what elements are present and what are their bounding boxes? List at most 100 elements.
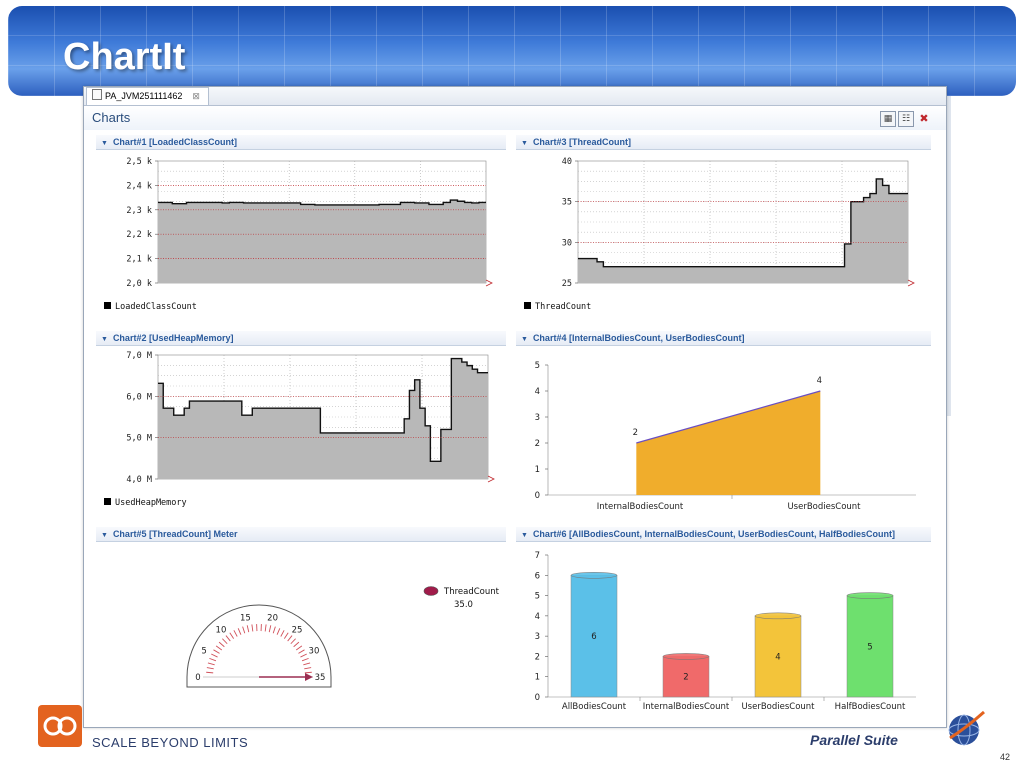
gauge-minor-tick [272, 626, 276, 634]
x-tick-label: UserBodiesCount [741, 702, 815, 712]
chart-3-header[interactable]: ▼ Chart#3 [ThreadCount] [516, 135, 931, 150]
collapse-triangle-icon[interactable]: ▼ [521, 532, 528, 539]
chart-5: ▼ Chart#5 [ThreadCount] Meter 0 5 10 15 20 25 3… [96, 527, 506, 717]
view-header: Charts ▦ ☷ ✖ [84, 106, 946, 130]
charts-editor-panel: PA_JVM251111462 ⊠ Charts ▦ ☷ ✖ ▼ Chart#1 [… [83, 86, 947, 728]
data-label: 6 [591, 632, 596, 642]
y-tick-label: 6,0 M [126, 392, 152, 402]
layout-grid-button[interactable]: ▦ [880, 111, 896, 127]
file-icon [92, 89, 102, 100]
gauge-minor-tick [246, 625, 250, 633]
gauge-minor-tick [251, 624, 254, 632]
activeeon-logo-icon [43, 716, 77, 736]
legend-label: ThreadCount [535, 302, 591, 312]
series-area [578, 178, 908, 283]
gauge-minor-tick [225, 635, 231, 642]
editor-tab[interactable]: PA_JVM251111462 ⊠ [86, 87, 209, 105]
data-label: 2 [683, 673, 688, 683]
collapse-triangle-icon[interactable]: ▼ [101, 532, 108, 539]
gauge-minor-tick [207, 662, 215, 666]
y-tick-label: 7 [535, 551, 540, 561]
chart-3-title: Chart#3 [ThreadCount] [532, 137, 631, 147]
chart-3: ▼ Chart#3 [ThreadCount] 25 30 35 40 ThreadCou… [516, 135, 931, 323]
collapse-triangle-icon[interactable]: ▼ [101, 140, 108, 147]
gauge-minor-tick [215, 645, 223, 651]
y-tick-label: 25 [562, 279, 572, 289]
gauge-minor-tick [290, 638, 296, 645]
gauge-minor-tick [237, 628, 242, 635]
editor-tab-bar: PA_JVM251111462 ⊠ [84, 87, 946, 106]
x-tick-label: AllBodiesCount [562, 702, 627, 712]
y-tick-label: 4 [535, 387, 540, 397]
y-tick-label: 4,0 M [126, 475, 152, 485]
y-tick-label: 30 [562, 238, 572, 248]
gauge-minor-tick [264, 624, 267, 632]
series-line [578, 178, 908, 268]
series-area [158, 358, 488, 479]
y-tick-label: 2,3 k [126, 206, 152, 216]
slide-title: ChartIt [63, 36, 186, 78]
chart-5-plot: 0 5 10 15 20 25 30 35 ThreadCount 35.0 [186, 586, 500, 688]
remove-chart-button[interactable]: ✖ [919, 112, 929, 125]
chart-4-header[interactable]: ▼ Chart#4 [InternalBodiesCount, UserBodie… [516, 331, 931, 346]
gauge-minor-tick [287, 635, 293, 642]
footer-left-tagline: SCALE BEYOND LIMITS [92, 735, 249, 750]
legend-swatch [104, 498, 111, 505]
gauge-minor-tick [222, 638, 228, 645]
x-tick-label: InternalBodiesCount [597, 502, 684, 512]
globe-logo-icon [948, 710, 985, 746]
gauge-minor-tick [209, 657, 217, 662]
gauge-minor-tick [268, 625, 272, 633]
y-tick-label: 4 [535, 612, 540, 622]
gauge-minor-tick [211, 653, 218, 658]
gauge-minor-tick [304, 671, 312, 674]
chart-2: ▼ Chart#2 [UsedHeapMemory] 4,0 M 5,0 M 6,0 … [96, 331, 506, 519]
gauge-minor-tick [233, 630, 238, 637]
axis-arrow [487, 475, 495, 483]
x-tick-label: InternalBodiesCount [643, 702, 730, 712]
area-fill [636, 391, 821, 495]
chart-2-header[interactable]: ▼ Chart#2 [UsedHeapMemory] [96, 331, 506, 346]
y-tick-label: 2,2 k [126, 230, 152, 240]
gauge-minor-tick [301, 657, 309, 662]
chart-6-header[interactable]: ▼ Chart#6 [AllBodiesCount, InternalBodies… [516, 527, 931, 542]
gauge-minor-tick [213, 649, 220, 654]
gauge-minor-tick [300, 653, 307, 658]
chart-1-header[interactable]: ▼ Chart#1 [LoadedClassCount] [96, 135, 506, 150]
axis-arrow [907, 279, 915, 287]
data-label: 2 [633, 428, 638, 438]
gauge-minor-tick [276, 628, 281, 635]
y-tick-label: 2 [535, 652, 540, 662]
chart-4: ▼ Chart#4 [InternalBodiesCount, UserBodie… [516, 331, 931, 519]
y-tick-label: 6 [535, 571, 540, 581]
y-tick-label: 5,0 M [126, 434, 152, 444]
y-tick-label: 40 [562, 157, 572, 167]
y-tick-label: 5 [535, 361, 540, 371]
collapse-triangle-icon[interactable]: ▼ [521, 140, 528, 147]
y-tick-label: 3 [535, 632, 540, 642]
banner-grid-pattern [8, 6, 1016, 96]
chart-4-plot: 0 1 2 3 4 5 2 4 InternalBodiesCount UserBodiesCou… [535, 361, 916, 512]
legend-label: UsedHeapMemory [115, 498, 187, 508]
gauge-tick-label: 15 [240, 614, 251, 624]
gauge-minor-tick [218, 641, 225, 648]
y-tick-label: 0 [535, 693, 540, 703]
collapse-triangle-icon[interactable]: ▼ [101, 336, 108, 343]
collapse-triangle-icon[interactable]: ▼ [521, 336, 528, 343]
gauge-minor-tick [303, 662, 311, 666]
y-tick-label: 35 [562, 198, 572, 208]
chart-5-header[interactable]: ▼ Chart#5 [ThreadCount] Meter [96, 527, 506, 542]
chart-6-title: Chart#6 [AllBodiesCount, InternalBodiesC… [532, 529, 895, 539]
y-tick-label: 1 [535, 465, 540, 475]
x-tick-label: HalfBodiesCount [835, 702, 906, 712]
axis-arrow [485, 279, 493, 287]
gauge-minor-tick [293, 641, 300, 648]
bar-cap [754, 612, 802, 620]
gauge-minor-tick [206, 667, 214, 670]
footer-right-brand: Parallel Suite [810, 732, 898, 748]
y-tick-label: 2,4 k [126, 181, 152, 191]
layout-list-button[interactable]: ☷ [898, 111, 914, 127]
chart-3-plot: 25 30 35 40 ThreadCount [524, 157, 915, 312]
gauge-tick-label: 10 [216, 625, 227, 635]
tab-close-icon[interactable]: ⊠ [192, 91, 200, 101]
